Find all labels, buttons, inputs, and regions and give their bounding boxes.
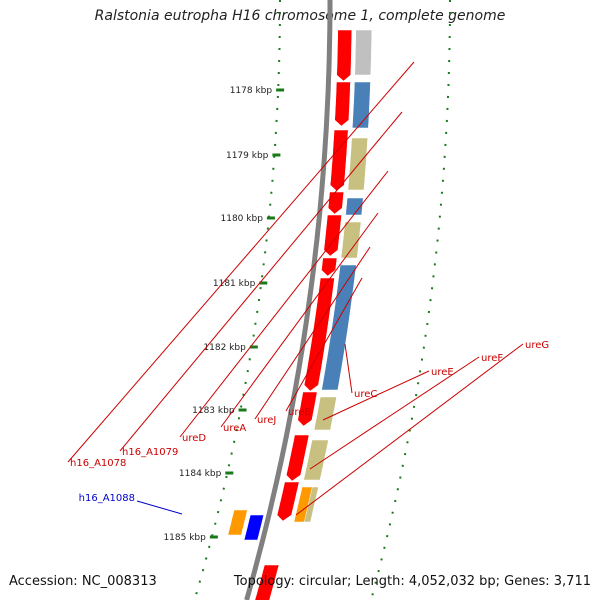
gene-label-leader: [67, 61, 415, 463]
accession-text: Accession: NC_008313: [9, 574, 157, 589]
gene-label: h16_A1079: [122, 447, 178, 458]
genome-stats-text: Topology: circular; Length: 4,052,032 bp…: [233, 574, 591, 589]
gene-label-leader: [309, 356, 480, 470]
scale-tick-label: 1179 kbp: [226, 151, 269, 161]
scale-tick-label: 1183 kbp: [192, 406, 235, 416]
gene-ureD: [347, 137, 368, 191]
scale-tick-label: 1182 kbp: [203, 343, 246, 353]
gene-h16-A1079: [352, 81, 371, 129]
gene-h16-A1088-blue: [243, 514, 265, 541]
outer-dotted-ring: [370, 0, 451, 600]
gene-label-leader: [179, 170, 389, 438]
gene-label-leader: [322, 370, 430, 421]
gene-label-leader: [254, 246, 371, 420]
scale-tick-label: 1185 kbp: [163, 533, 206, 543]
gene-label: ureJ: [257, 415, 276, 426]
gene-label: ureD: [182, 433, 206, 444]
gene-ureJ: [340, 221, 362, 259]
gene-label-leader: [344, 343, 353, 394]
cds-forward: [321, 257, 338, 277]
gene-label-leader: [285, 277, 363, 412]
gene-h16-A1088-orange: [227, 509, 248, 536]
scale-tick-label: 1178 kbp: [230, 86, 273, 96]
cds-forward: [297, 391, 318, 427]
inner-dotted-ring: [193, 0, 281, 600]
gene-label-leader: [295, 343, 524, 516]
map-title: Ralstonia eutropha H16 chromosome 1, com…: [94, 8, 506, 24]
scale-tick-label: 1184 kbp: [179, 469, 222, 479]
cds-forward: [254, 564, 280, 600]
cds-forward: [276, 481, 300, 522]
gene-ureF: [303, 439, 329, 481]
gene-label: ureA: [223, 423, 246, 434]
cds-forward: [329, 129, 349, 192]
gene-label: h16_A1088: [79, 493, 135, 504]
gene-label-leader: [119, 111, 403, 452]
gene-ureG-cog: [303, 486, 319, 523]
gene-h16-A1078: [354, 29, 373, 76]
gene-label-leader: [220, 212, 379, 428]
scale-tick-label: 1180 kbp: [221, 214, 264, 224]
gene-label: ureB: [288, 407, 311, 418]
cds-forward: [334, 81, 351, 127]
gene-label: h16_A1078: [70, 458, 126, 469]
cds-forward: [336, 29, 353, 82]
gene-ureE: [313, 396, 337, 431]
gene-ureA: [345, 197, 364, 216]
cds-forward: [286, 434, 310, 482]
gene-ureC: [321, 264, 357, 391]
gene-label-leader: [136, 500, 183, 515]
gene-label: ureG: [525, 340, 549, 351]
gene-label: ureE: [431, 367, 454, 378]
gene-label: ureC: [354, 389, 377, 400]
cds-forward: [327, 191, 344, 215]
cds-forward: [323, 214, 342, 257]
scale-tick-label: 1181 kbp: [213, 279, 256, 289]
backbone-arc: [244, 0, 333, 600]
gene-label: ureF: [481, 353, 503, 364]
